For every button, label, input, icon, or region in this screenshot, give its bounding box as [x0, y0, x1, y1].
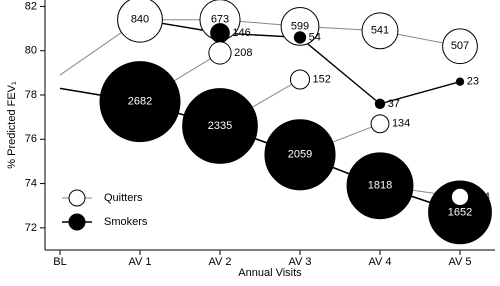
bubble [346, 152, 414, 220]
bubble [428, 180, 492, 245]
y-tick-label: 80 [25, 45, 37, 57]
x-tick-label: AV 4 [368, 256, 391, 268]
bubble-label: 2682 [128, 96, 152, 108]
x-tick-label: AV 5 [448, 256, 471, 268]
bubble [374, 98, 386, 110]
bubble [450, 187, 470, 206]
bubble-label: 152 [313, 73, 331, 85]
bubble [208, 41, 232, 65]
bubble [210, 23, 230, 43]
bubble-label: 2335 [208, 120, 232, 132]
y-tick-label: 72 [25, 222, 37, 234]
bubble-label: 54 [309, 31, 321, 43]
bubble [280, 6, 320, 46]
legend-label: Quitters [104, 192, 143, 204]
bubble-label: 599 [291, 20, 309, 32]
bubble [182, 88, 258, 164]
bubble-label: 124 [472, 191, 490, 203]
bubble-label: 23 [467, 76, 479, 88]
bubble-label: 507 [451, 40, 469, 52]
bubble-label: 840 [131, 14, 149, 26]
bubble [293, 31, 307, 44]
y-tick-label: 78 [25, 89, 37, 101]
bubble [455, 77, 465, 86]
bubble [117, 0, 163, 43]
bubble-label: 2059 [288, 149, 312, 161]
x-tick-label: AV 1 [128, 256, 151, 268]
bubble-label: 208 [234, 47, 252, 59]
bubble-label: 1652 [448, 206, 472, 218]
bubble [99, 61, 181, 143]
bubble [361, 12, 399, 50]
legend-label: Smokers [104, 216, 148, 228]
y-axis-label: % Predicted FEV₁ [6, 81, 18, 169]
bubble-label: 134 [392, 118, 410, 130]
legend-marker [68, 213, 86, 231]
legend-marker [68, 189, 86, 207]
x-tick-label: BL [53, 256, 66, 268]
bubble-label: 1818 [368, 180, 392, 192]
bubble-label: 146 [232, 27, 250, 39]
x-tick-label: AV 3 [288, 256, 311, 268]
y-tick-label: 82 [25, 0, 37, 12]
bubble [264, 119, 336, 191]
y-tick-label: 76 [25, 133, 37, 145]
x-tick-label: AV 2 [208, 256, 231, 268]
bubble-label: 37 [388, 98, 400, 110]
bubble [289, 69, 311, 90]
bubble [370, 114, 390, 134]
bubble-label: 673 [211, 14, 229, 26]
bubble [442, 28, 478, 65]
y-tick-label: 74 [25, 177, 37, 189]
bubble-label: 541 [371, 25, 389, 37]
x-axis-label: Annual Visits [238, 267, 302, 279]
